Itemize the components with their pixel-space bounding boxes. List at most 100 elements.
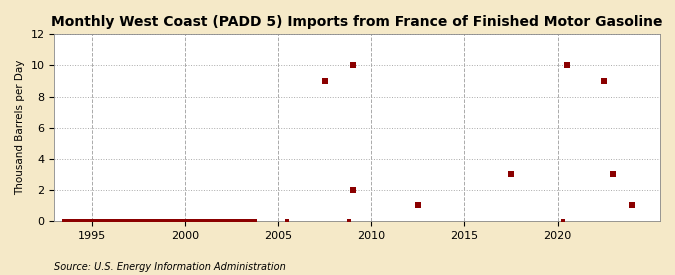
Point (167, 219, 178, 223)
Point (90, 219, 101, 223)
Point (70, 219, 81, 223)
Point (161, 219, 171, 223)
Point (150, 219, 161, 223)
Point (216, 219, 227, 223)
Point (225, 219, 236, 223)
Point (212, 219, 223, 223)
Point (97, 219, 108, 223)
Point (239, 219, 250, 223)
Point (155, 219, 166, 223)
Point (167, 219, 178, 223)
Point (121, 219, 132, 223)
Point (198, 219, 209, 223)
Point (157, 219, 167, 223)
Point (144, 219, 155, 223)
Point (196, 219, 207, 223)
Point (60, 219, 71, 223)
Title: Monthly West Coast (PADD 5) Imports from France of Finished Motor Gasoline: Monthly West Coast (PADD 5) Imports from… (51, 15, 663, 29)
Point (232, 219, 243, 223)
Point (192, 219, 202, 223)
Point (129, 219, 140, 223)
Point (282, 219, 293, 223)
Point (97, 219, 107, 223)
Point (131, 219, 142, 223)
Point (65, 219, 76, 223)
Point (68, 219, 78, 223)
Point (75, 219, 86, 223)
Point (72, 219, 83, 223)
Point (64, 219, 75, 223)
Point (119, 219, 130, 223)
Point (158, 219, 169, 223)
Point (246, 219, 256, 223)
Point (208, 219, 219, 223)
Point (197, 219, 208, 223)
Point (119, 219, 130, 223)
Point (117, 219, 128, 223)
Point (147, 219, 158, 223)
Point (124, 219, 135, 223)
Point (203, 219, 214, 223)
Point (84, 219, 95, 223)
Point (68, 219, 79, 223)
Point (100, 219, 111, 223)
Point (98, 219, 109, 223)
Point (86, 219, 97, 223)
Point (215, 219, 226, 223)
Point (188, 219, 199, 223)
Point (140, 219, 151, 223)
Point (159, 219, 169, 223)
Point (223, 219, 234, 223)
Point (63, 219, 74, 223)
Point (92, 219, 103, 223)
Point (140, 219, 151, 223)
Point (176, 219, 186, 223)
Point (179, 219, 190, 223)
Point (347, 63, 358, 68)
Point (103, 219, 114, 223)
Point (153, 219, 164, 223)
Point (157, 219, 168, 223)
Point (89, 219, 100, 223)
Point (217, 219, 228, 223)
Point (226, 219, 237, 223)
Point (65, 219, 76, 223)
Point (170, 219, 181, 223)
Point (115, 219, 126, 223)
Point (248, 219, 259, 223)
Point (237, 219, 248, 223)
Point (61, 219, 72, 223)
Point (213, 219, 224, 223)
Point (206, 219, 217, 223)
Point (626, 203, 637, 208)
Point (227, 219, 238, 223)
Point (78, 219, 88, 223)
Point (142, 219, 153, 223)
Point (250, 219, 261, 223)
Point (171, 219, 182, 223)
Point (194, 219, 205, 223)
Point (599, 79, 610, 83)
Point (347, 188, 358, 192)
Point (190, 219, 200, 223)
Point (67, 219, 78, 223)
Point (207, 219, 217, 223)
Point (171, 219, 182, 223)
Point (126, 219, 136, 223)
Point (69, 219, 80, 223)
Point (72, 219, 82, 223)
Point (118, 219, 129, 223)
Point (110, 219, 121, 223)
Point (82, 219, 93, 223)
Point (199, 219, 210, 223)
Point (205, 219, 215, 223)
Point (78, 219, 89, 223)
Point (204, 219, 215, 223)
Point (111, 219, 122, 223)
Point (319, 79, 330, 83)
Point (210, 219, 221, 223)
Point (161, 219, 172, 223)
Point (146, 219, 157, 223)
Point (125, 219, 136, 223)
Point (229, 219, 240, 223)
